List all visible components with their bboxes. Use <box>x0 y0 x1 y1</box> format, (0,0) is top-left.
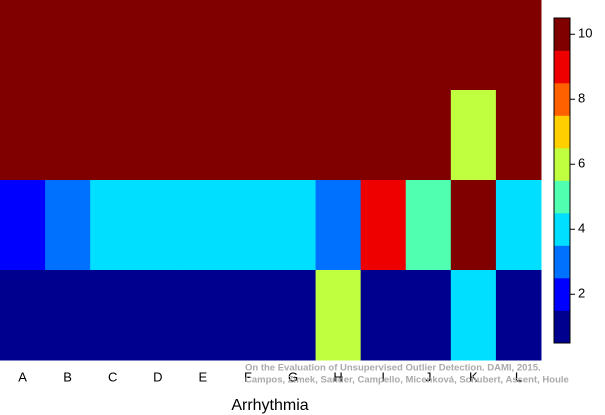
heatmap-cell <box>90 180 136 271</box>
heatmap-cell <box>450 90 497 181</box>
heatmap-cell <box>495 180 542 271</box>
heatmap-cell <box>405 180 452 271</box>
heatmap-cell <box>270 90 317 181</box>
heatmap-cell <box>180 90 226 181</box>
heatmap-cell <box>450 270 497 361</box>
x-tick-label: G <box>288 369 298 384</box>
heatmap-cell <box>225 180 271 271</box>
colorbar-segment <box>554 18 570 51</box>
x-tick-label: D <box>153 369 162 384</box>
heatmap-cell <box>180 270 226 361</box>
heatmap-cell <box>270 180 317 271</box>
heatmap-cell <box>45 180 91 271</box>
colorbar-segment <box>554 213 570 246</box>
heatmap-cell <box>135 0 181 91</box>
heatmap-cell <box>90 90 136 181</box>
x-tick-label: J <box>425 369 432 384</box>
heatmap-cell <box>45 270 91 361</box>
colorbar-tick-label: 2 <box>578 286 585 301</box>
watermark: Campos, Zimek, Sander, Campello, Micenko… <box>245 375 569 386</box>
heatmap-cell <box>90 270 136 361</box>
colorbar-segment <box>554 180 570 214</box>
colorbar-segment <box>554 310 570 344</box>
heatmap-cell <box>225 90 271 181</box>
x-tick-label: K <box>469 369 478 384</box>
heatmap-cell <box>90 0 136 91</box>
colorbar-border <box>553 17 571 344</box>
heatmap-cell <box>135 180 181 271</box>
colorbar-segment <box>554 50 570 84</box>
x-tick-label: I <box>381 369 385 384</box>
heatmap-cell <box>180 180 226 271</box>
colorbar-segment <box>554 245 570 279</box>
x-tick-label: L <box>515 369 522 384</box>
heatmap-cell <box>270 270 317 361</box>
x-axis-label: Arrhythmia <box>231 397 308 414</box>
heatmap-cell <box>360 180 407 271</box>
heatmap-cell <box>135 270 181 361</box>
colorbar-tick-label: 4 <box>578 221 585 236</box>
heatmap-cell <box>360 0 407 91</box>
x-tick-label: B <box>63 369 72 384</box>
colorbar-tick-label: 8 <box>578 91 585 106</box>
heatmap-cell <box>45 0 91 91</box>
heatmap-cell <box>315 90 362 181</box>
x-tick-label: F <box>244 369 252 384</box>
heatmap-cell <box>405 90 452 181</box>
heatmap-cell <box>0 90 46 181</box>
heatmap-cell <box>0 180 46 271</box>
heatmap-cell <box>315 270 362 361</box>
colorbar-segment <box>554 83 570 116</box>
heatmap-cell <box>450 0 497 91</box>
colorbar-tick-label: 6 <box>578 156 585 171</box>
heatmap-cell <box>360 90 407 181</box>
colorbar-segment <box>554 148 570 181</box>
heatmap-cell <box>45 90 91 181</box>
colorbar-segment <box>554 115 570 149</box>
watermark: On the Evaluation of Unsupervised Outlie… <box>245 363 541 374</box>
heatmap-cell <box>315 0 362 91</box>
heatmap-cell <box>495 0 542 91</box>
heatmap-cell <box>0 270 46 361</box>
heatmap-cell <box>270 0 317 91</box>
x-tick-label: H <box>333 369 342 384</box>
heatmap-cell <box>405 0 452 91</box>
colorbar-tick-label: 10 <box>578 26 592 41</box>
heatmap-cell <box>225 270 271 361</box>
heatmap-cell <box>315 180 362 271</box>
heatmap-cell <box>0 0 46 91</box>
x-tick-label: E <box>199 369 208 384</box>
colorbar-segment <box>554 278 570 311</box>
heatmap-cell <box>495 270 542 361</box>
heatmap-cell <box>450 180 497 271</box>
heatmap-cell <box>225 0 271 91</box>
x-tick-label: A <box>18 369 27 384</box>
x-tick-label: C <box>108 369 117 384</box>
heatmap-cell <box>360 270 407 361</box>
heatmap-cell <box>495 90 542 181</box>
heatmap-cell <box>180 0 226 91</box>
heatmap-cell <box>405 270 452 361</box>
heatmap-cell <box>135 90 181 181</box>
